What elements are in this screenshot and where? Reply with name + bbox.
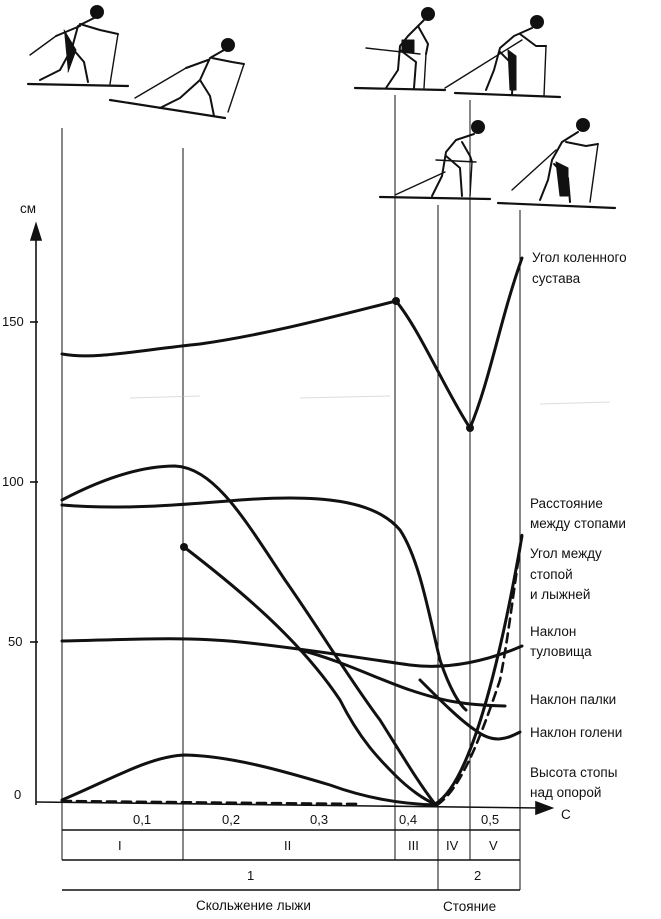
knee-min-marker: [466, 424, 474, 432]
trunk-tilt-label: туловища: [530, 644, 592, 659]
curve-markers: [180, 297, 474, 551]
trunk-tilt-upper-curve: [60, 496, 468, 712]
feet-distance-label: между стопами: [530, 516, 626, 531]
knee-angle-label: Угол коленного: [532, 250, 627, 265]
y-tick-label: 50: [8, 634, 22, 649]
x-axis-unit: С: [561, 807, 571, 822]
period-caption: Стояние: [443, 899, 496, 914]
phase-table: [62, 829, 520, 891]
y-tick-label: 100: [2, 474, 24, 489]
foot-ski-angle-label: Угол между: [530, 546, 602, 561]
shin-tilt-label: Наклон голени: [530, 725, 622, 740]
foot-height-ground-dashed: [60, 799, 362, 806]
phase-label: V: [489, 838, 498, 853]
skier-figure-3: [353, 7, 447, 92]
foot-height-rise-dashed: [435, 533, 524, 807]
feet-distance-curve: [60, 464, 437, 806]
feet-distance-label: Расстояние: [530, 496, 603, 511]
foot-height-label: Высота стопы: [530, 765, 617, 780]
phase-boundaries: [61, 95, 521, 890]
knee-angle-curve: [60, 256, 524, 430]
skier-figure-5: [378, 120, 492, 201]
pole-tilt-label: Наклон палки: [530, 692, 616, 707]
foot-height-curve: [60, 753, 439, 807]
scan-noise: [129, 395, 611, 405]
x-tick-label: 0,3: [310, 812, 328, 827]
knee-peak-marker: [392, 297, 400, 305]
x-axis: [35, 800, 555, 816]
phase-label: II: [284, 838, 291, 853]
period-label: 1: [247, 868, 254, 883]
phase-label: III: [408, 838, 419, 853]
foot-ski-angle-label: и лыжней: [530, 587, 590, 602]
shin-tilt-curve: [418, 678, 522, 741]
period-label: 2: [474, 868, 481, 883]
y-tick-label: 0: [14, 787, 21, 802]
skier-figures: [26, 5, 617, 210]
x-tick-label: 0,5: [481, 812, 499, 827]
series-labels: Угол коленного сустава Расстояние между …: [530, 250, 627, 800]
x-tick-label: 0,1: [133, 812, 151, 827]
y-axis-unit: см: [20, 201, 36, 216]
curves: [60, 256, 524, 807]
foot-height-label: над опорой: [530, 785, 601, 800]
trunk-tilt-curve: [60, 637, 524, 668]
period-caption: Скольжение лыжи: [196, 898, 311, 913]
skier-figure-2: [108, 38, 245, 120]
skier-figure-1: [26, 5, 130, 88]
y-tick-label: 150: [2, 314, 24, 329]
phase-label: I: [118, 838, 122, 853]
knee-angle-label: сустава: [532, 271, 581, 286]
x-tick-label: 0,2: [222, 812, 240, 827]
skier-figure-6: [496, 118, 617, 210]
foot-ski-angle-start-marker: [180, 543, 188, 551]
dashed-curves: [60, 533, 524, 807]
y-axis: [29, 221, 43, 805]
foot-ski-angle-curve: [182, 534, 524, 806]
trunk-tilt-label: Наклон: [530, 624, 576, 639]
foot-ski-angle-label: стопой: [530, 567, 573, 582]
pole-tilt-curve: [298, 648, 507, 708]
x-tick-label: 0,4: [399, 812, 417, 827]
skier-figure-4: [444, 15, 562, 99]
phase-label: IV: [446, 838, 459, 853]
